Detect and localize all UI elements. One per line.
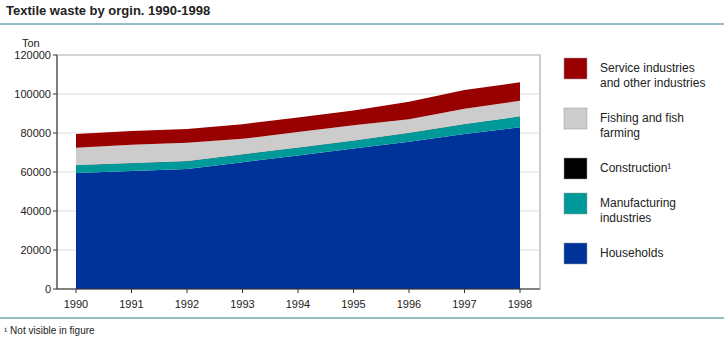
- x-tick-label: 1994: [286, 298, 310, 310]
- x-tick-label: 1995: [341, 298, 365, 310]
- legend-swatch: [564, 193, 587, 214]
- x-tick-label: 1996: [397, 298, 421, 310]
- footnote: ¹ Not visible in figure: [4, 325, 95, 336]
- y-tick-label: 100000: [14, 88, 51, 100]
- legend-swatch: [564, 108, 587, 129]
- y-tick-label: 20000: [20, 244, 51, 256]
- legend-label: Fishing and fish farming: [600, 111, 718, 141]
- y-tick-label: 80000: [20, 127, 51, 139]
- plot-frame: [57, 55, 540, 289]
- x-tick-label: 1991: [119, 298, 143, 310]
- footnote-rule: [0, 318, 724, 319]
- legend-swatch: [564, 243, 587, 264]
- legend-swatch: [564, 158, 587, 179]
- title: Textile waste by orgin. 1990-1998: [6, 3, 210, 18]
- legend-label: Construction¹: [600, 161, 718, 176]
- x-tick: [242, 289, 243, 293]
- y-tick: [53, 289, 57, 290]
- x-tick: [464, 289, 465, 293]
- legend-label: Service industries and other industries: [600, 61, 718, 91]
- x-tick: [353, 289, 354, 293]
- x-tick: [187, 289, 188, 293]
- x-tick-label: 1998: [508, 298, 532, 310]
- legend-label: Households: [600, 246, 718, 261]
- title-rule: [0, 24, 724, 25]
- y-tick-label: 120000: [14, 49, 51, 61]
- y-tick: [53, 250, 57, 251]
- y-tick-label: 0: [45, 283, 51, 295]
- y-tick-label: 60000: [20, 166, 51, 178]
- y-label: Ton: [22, 37, 40, 49]
- x-tick: [131, 289, 132, 293]
- x-tick-label: 1990: [64, 298, 88, 310]
- x-tick: [520, 289, 521, 293]
- x-tick-label: 1993: [230, 298, 254, 310]
- y-tick: [53, 211, 57, 212]
- y-tick: [53, 172, 57, 173]
- area: [76, 82, 520, 147]
- grid-line: [57, 55, 540, 56]
- legend-label: Manufacturing industries: [600, 196, 718, 226]
- y-tick-label: 40000: [20, 205, 51, 217]
- y-tick: [53, 94, 57, 95]
- y-tick: [53, 133, 57, 134]
- x-tick-label: 1997: [452, 298, 476, 310]
- x-tick: [76, 289, 77, 293]
- areas: [76, 82, 520, 289]
- y-tick: [53, 55, 57, 56]
- x-tick: [409, 289, 410, 293]
- x-tick-label: 1992: [175, 298, 199, 310]
- legend-swatch: [564, 58, 587, 79]
- x-tick: [298, 289, 299, 293]
- y-axis: [57, 55, 58, 289]
